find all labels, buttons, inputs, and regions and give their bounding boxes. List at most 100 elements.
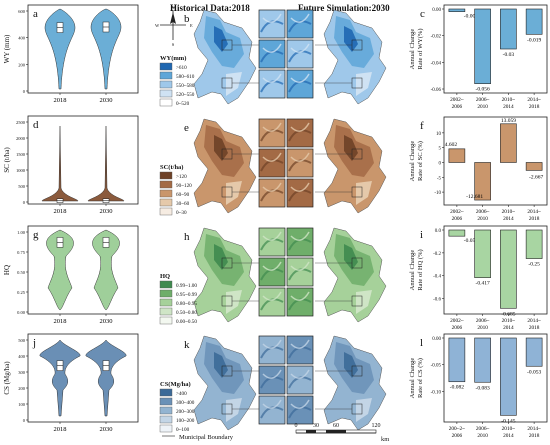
bar-value-label-l: -0.053 [527, 369, 541, 375]
bar-category-label-f: 2014 [503, 216, 514, 222]
zoom-inset-h [286, 227, 314, 257]
bar-ylabel2-i: Rate of HQ (%) [417, 249, 424, 290]
bar-tick-label-i: -0.6 [433, 298, 441, 303]
legend-label-h: 0.99~1.00 [176, 283, 197, 289]
future-header: Future Simulation:2030 [298, 3, 390, 13]
panel-letter-l: l [420, 337, 423, 349]
bar-tick-label-c: -0.06 [431, 88, 442, 93]
legend-label-h: 0.50~0.80 [176, 310, 197, 316]
legend-swatch-h [159, 280, 173, 289]
bar-l [474, 337, 491, 383]
violin-tick-label-j: 400 [18, 354, 26, 359]
bar-c [525, 8, 543, 35]
bar-value-label-f: 4.602 [445, 142, 458, 148]
bar-value-label-i: -0.25 [528, 262, 540, 268]
legend-swatch-e [159, 198, 173, 207]
map-2030-zone-top-e [344, 135, 358, 161]
zoom-texture-b [290, 13, 310, 23]
violin-ylabel-g: HQ [3, 265, 11, 275]
bar-tick-label-c: 0.00 [432, 8, 441, 13]
legend-swatch-k [159, 406, 173, 415]
legend-title-k: CS(Mg/ha) [160, 381, 191, 388]
bar-category-label-i: 2002~ [450, 318, 464, 324]
violin-tick-label-j: 100 [18, 402, 26, 407]
legend-swatch-e [159, 207, 173, 216]
bar-f [474, 162, 491, 201]
bar-frame-c [443, 4, 548, 94]
zoom-texture-e [290, 152, 310, 162]
violin-frame-j [27, 333, 139, 423]
legend-label-h: 0.80~0.95 [176, 301, 197, 307]
violin-tick-label-a: 200 [18, 62, 26, 67]
zoom-texture-h [262, 231, 282, 241]
bar-category-label-i: 2006 [452, 325, 463, 331]
legend-swatch-k [159, 424, 173, 433]
panel-letter-d: d [33, 119, 39, 131]
violin-tick-label-a: 400 [18, 36, 26, 41]
violin-tick-label-g: 0.00 [17, 310, 26, 315]
bar-c [474, 8, 491, 84]
legend-swatch-b [159, 62, 173, 71]
violin-category-g: 2018 [54, 318, 67, 325]
bar-tick-label-f: 10 [436, 132, 442, 137]
bar-category-label-c: 2014 [503, 104, 514, 110]
bar-category-label-l: 2018 [529, 433, 540, 439]
violin-tick-label-g: 0.75 [17, 250, 26, 255]
boundary-legend-label: Municipal Boundary [179, 434, 234, 441]
panel-letter-c: c [420, 8, 425, 20]
zoom-texture-k [290, 369, 310, 379]
bar-f [525, 162, 543, 171]
bar-value-label-c: -0.03 [503, 52, 515, 58]
bar-f [448, 148, 466, 163]
legend-swatch-e [159, 189, 173, 198]
scale-tick-label: 0 [295, 423, 298, 429]
legend-label-h: 0.00~0.50 [176, 319, 197, 325]
violin-tick-label-d: 500 [18, 184, 26, 189]
bar-category-label-f: 2018 [529, 216, 540, 222]
bar-ylabel2-c: Rate of WY(%) [417, 28, 424, 69]
bar-category-label-f: 2010 [477, 216, 488, 222]
violin-tick-label-a: 0 [23, 89, 26, 94]
legend-label-k: 100~200 [176, 418, 195, 424]
bar-ylabel2-l: Rate of CS (%) [417, 358, 424, 398]
violin-category-j: 2018 [54, 426, 67, 433]
bar-frame-f [443, 116, 548, 206]
violin-tick-label-d: 1000 [16, 168, 26, 173]
bar-category-label-c: 2006 [452, 104, 463, 110]
map-2030-zone-top-b [344, 26, 358, 52]
bar-tick-label-c: -0.02 [431, 35, 442, 40]
map-2018-zone-top-k [214, 352, 228, 378]
legend-label-e: 90~120 [176, 183, 192, 189]
zoom-texture-k [290, 399, 310, 409]
zoom-texture-b [290, 43, 310, 53]
legend-label-h: 0.95~0.99 [176, 292, 197, 298]
zoom-texture-b [262, 43, 282, 53]
bar-category-label-l: 2014~ [527, 426, 541, 432]
panel-letter-e: e [184, 122, 189, 134]
violin-tick-label-d: 2500 [16, 120, 26, 125]
bar-tick-label-f: -10 [434, 191, 441, 196]
legend-swatch-e [159, 171, 173, 180]
bar-tick-label-f: -5 [437, 176, 442, 181]
bar-c [500, 8, 517, 50]
violin-shape-a [90, 8, 122, 90]
bar-category-label-i: 2018 [529, 325, 540, 331]
legend-swatch-k [159, 388, 173, 397]
violin-shape-d [41, 125, 79, 202]
compass-w: W [155, 23, 160, 28]
legend-title-b: WY(mm) [160, 55, 186, 62]
zoom-texture-h [290, 291, 310, 301]
violin-frame-d [27, 115, 139, 205]
bar-category-label-f: 2006 [452, 216, 463, 222]
bar-category-label-l: 2010 [477, 433, 488, 439]
bar-l [448, 337, 466, 383]
bar-value-label-f: 13.059 [501, 118, 516, 124]
legend-label-e: 0~30 [176, 210, 187, 216]
bar-tick-label-i: 0.0 [435, 229, 442, 234]
violin-frame-g [27, 225, 139, 315]
violin-tick-label-d: 1500 [16, 152, 26, 157]
zoom-texture-k [290, 339, 310, 349]
zoom-inset-b [258, 69, 286, 99]
zoom-texture-e [290, 182, 310, 192]
